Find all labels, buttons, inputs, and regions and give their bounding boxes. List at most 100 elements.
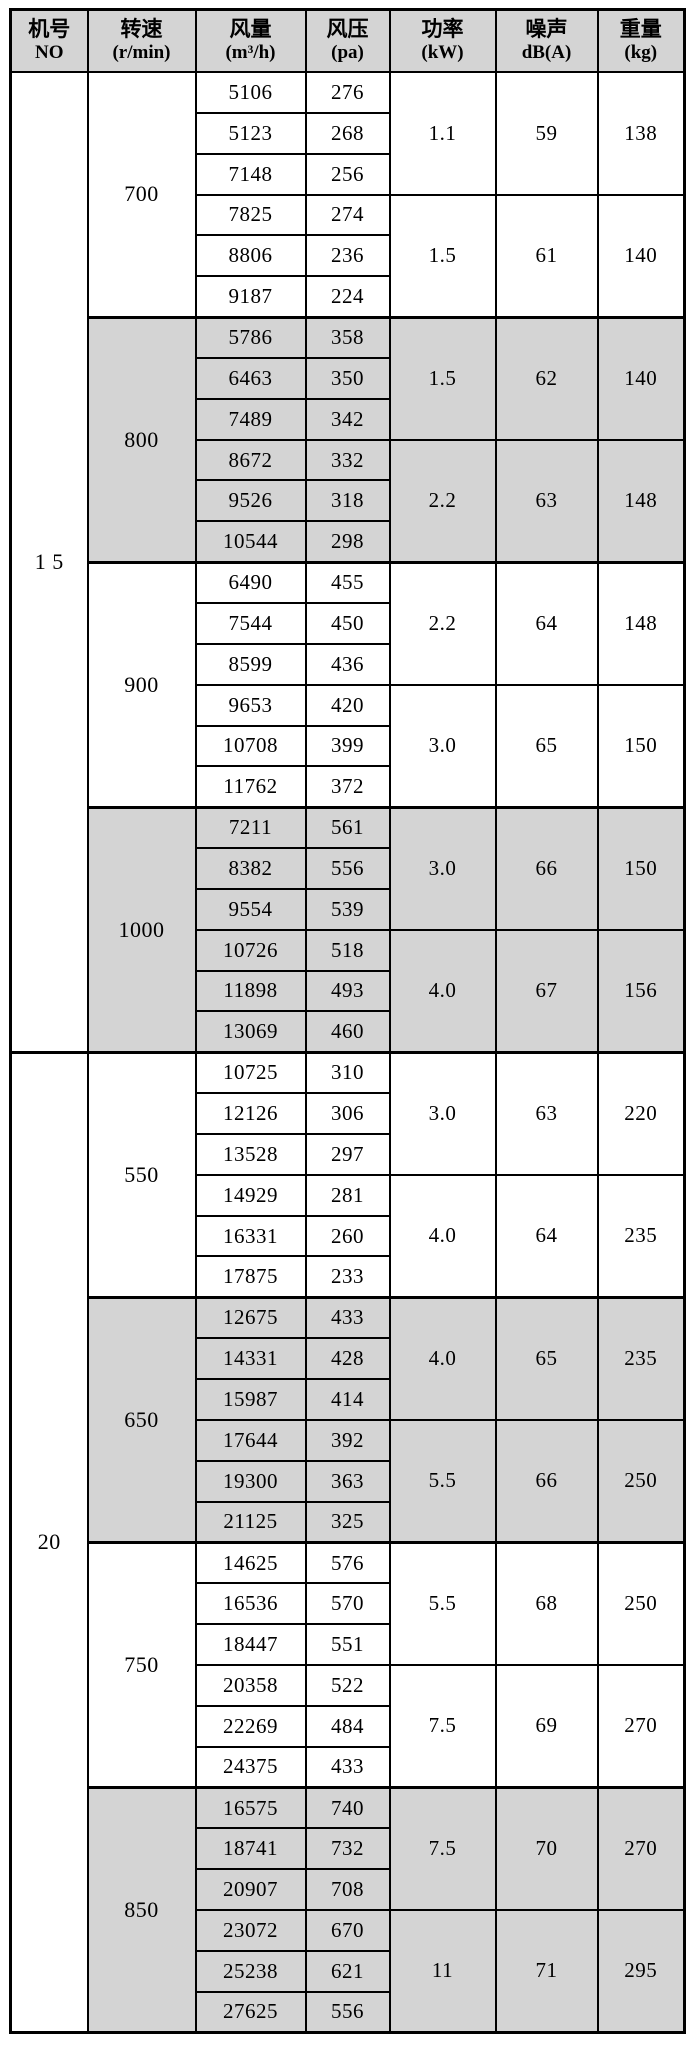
fan-spec-table-wrapper: 机号 NO 转速 (r/min) 风量 (m³/h) 风压 (pa) 功率 — [9, 8, 686, 2034]
rpm-cell: 850 — [86, 1785, 197, 2034]
table-header: 机号 NO 转速 (r/min) 风量 (m³/h) 风压 (pa) 功率 — [9, 8, 686, 73]
col-header-airflow: 风量 (m³/h) — [194, 8, 307, 73]
flow-cell: 6490 — [194, 560, 307, 604]
flow-cell: 10726 — [194, 928, 307, 972]
flow-cell: 14331 — [194, 1337, 307, 1380]
power-cell: 3.0 — [388, 683, 497, 809]
flow-cell: 11898 — [194, 969, 307, 1013]
power-cell: 1.5 — [388, 193, 497, 319]
power-cell: 5.5 — [388, 1418, 497, 1544]
flow-cell: 11762 — [194, 765, 307, 809]
rpm-cell: 800 — [86, 315, 197, 564]
pressure-cell: 260 — [304, 1214, 391, 1258]
flow-cell: 10544 — [194, 520, 307, 564]
flow-cell: 23072 — [194, 1908, 307, 1952]
noise-cell: 67 — [494, 928, 599, 1054]
pressure-cell: 350 — [304, 356, 391, 400]
col-header-power-unit: (kW) — [421, 42, 464, 64]
flow-cell: 9653 — [194, 683, 307, 727]
table-row: 18741 732 — [11, 1827, 685, 1871]
pressure-cell: 570 — [304, 1582, 391, 1626]
pressure-cell: 708 — [304, 1868, 391, 1911]
flow-cell: 16575 — [194, 1785, 307, 1830]
pressure-cell: 298 — [304, 520, 391, 564]
pressure-cell: 236 — [304, 234, 391, 278]
power-cell: 4.0 — [388, 1295, 497, 1421]
power-cell: 11 — [388, 1908, 497, 2034]
pressure-cell: 224 — [304, 275, 391, 319]
flow-cell: 10725 — [194, 1050, 307, 1095]
table-row: 19300 363 — [11, 1459, 685, 1503]
pressure-cell: 372 — [304, 765, 391, 809]
table-row: 6463 350 — [11, 356, 685, 400]
pressure-cell: 274 — [304, 193, 391, 237]
pressure-cell: 556 — [304, 847, 391, 890]
table-row: 8382 556 — [11, 847, 685, 890]
col-header-weight: 重量 (kg) — [596, 8, 686, 73]
rpm-cell: 700 — [86, 70, 197, 319]
noise-cell: 63 — [494, 1050, 599, 1176]
col-header-machine-no-cn: 机号 — [28, 17, 71, 42]
flow-cell: 7544 — [194, 601, 307, 645]
flow-cell: 14929 — [194, 1173, 307, 1217]
pressure-cell: 621 — [304, 1949, 391, 1993]
noise-cell: 64 — [494, 560, 599, 686]
header-row: 机号 NO 转速 (r/min) 风量 (m³/h) 风压 (pa) 功率 — [9, 8, 686, 73]
table-row: 7544 450 — [11, 601, 685, 645]
table-row: 20 550 10725 310 3.0 63 220 — [9, 1050, 686, 2034]
flow-cell: 7489 — [194, 397, 307, 441]
pressure-cell: 310 — [304, 1050, 391, 1095]
power-cell: 4.0 — [388, 1173, 497, 1299]
pressure-cell: 268 — [304, 111, 391, 155]
flow-cell: 8382 — [194, 847, 307, 890]
flow-cell: 5123 — [194, 111, 307, 155]
noise-cell: 69 — [494, 1663, 599, 1789]
table-row: 7825 274 1.5 61 140 — [11, 193, 686, 319]
table-row: 7489 342 — [11, 397, 685, 441]
rpm-cell: 650 — [86, 1295, 197, 1544]
table-row: 13528 297 — [11, 1132, 685, 1176]
table-row: 8806 236 — [11, 234, 685, 278]
table-row: 17875 233 — [11, 1255, 685, 1299]
weight-cell: 138 — [596, 71, 686, 196]
table-row: 10544 298 — [11, 520, 685, 564]
col-header-pressure-unit: (pa) — [331, 42, 364, 64]
flow-cell: 12675 — [194, 1295, 307, 1340]
table-row: 25238 621 — [11, 1949, 685, 1993]
flow-cell: 20907 — [194, 1868, 307, 1911]
noise-cell: 65 — [494, 1295, 599, 1421]
pressure-cell: 420 — [304, 683, 391, 727]
pressure-cell: 433 — [304, 1745, 391, 1789]
col-header-airflow-cn: 风量 — [229, 17, 272, 42]
flow-cell: 17875 — [194, 1255, 307, 1299]
pressure-cell: 740 — [304, 1785, 391, 1830]
noise-cell: 65 — [494, 683, 599, 809]
pressure-cell: 392 — [304, 1418, 391, 1462]
flow-cell: 16536 — [194, 1582, 307, 1626]
weight-cell: 148 — [596, 560, 686, 686]
table-row: 8599 436 — [11, 642, 685, 686]
table-row: 750 14625 576 5.5 68 250 — [11, 1540, 686, 1789]
power-cell: 3.0 — [388, 1050, 497, 1176]
flow-cell: 9187 — [194, 275, 307, 319]
pressure-cell: 460 — [304, 1010, 391, 1054]
pressure-cell: 670 — [304, 1908, 391, 1952]
table-body: 1 5 700 5106 276 1.1 59 138 5123 268 7148 256 7825 2… — [9, 70, 686, 2034]
col-header-weight-cn: 重量 — [619, 17, 662, 42]
pressure-cell: 363 — [304, 1459, 391, 1503]
weight-cell: 220 — [596, 1050, 686, 1176]
noise-cell: 66 — [494, 1418, 599, 1544]
table-row: 1000 7211 561 3.0 66 150 — [11, 805, 686, 1054]
flow-cell: 8806 — [194, 234, 307, 278]
fan-spec-table: 机号 NO 转速 (r/min) 风量 (m³/h) 风压 (pa) 功率 — [9, 8, 686, 2034]
rpm-cell: 1000 — [86, 805, 197, 1054]
pressure-cell: 455 — [304, 560, 391, 604]
flow-cell: 12126 — [194, 1092, 307, 1135]
flow-cell: 5106 — [194, 71, 307, 114]
weight-cell: 270 — [596, 1663, 686, 1789]
pressure-cell: 428 — [304, 1337, 391, 1380]
col-header-speed: 转速 (r/min) — [86, 8, 197, 73]
table-row: 9187 224 — [11, 275, 685, 319]
pressure-cell: 576 — [304, 1540, 391, 1585]
col-header-noise-cn: 噪声 — [525, 17, 568, 42]
